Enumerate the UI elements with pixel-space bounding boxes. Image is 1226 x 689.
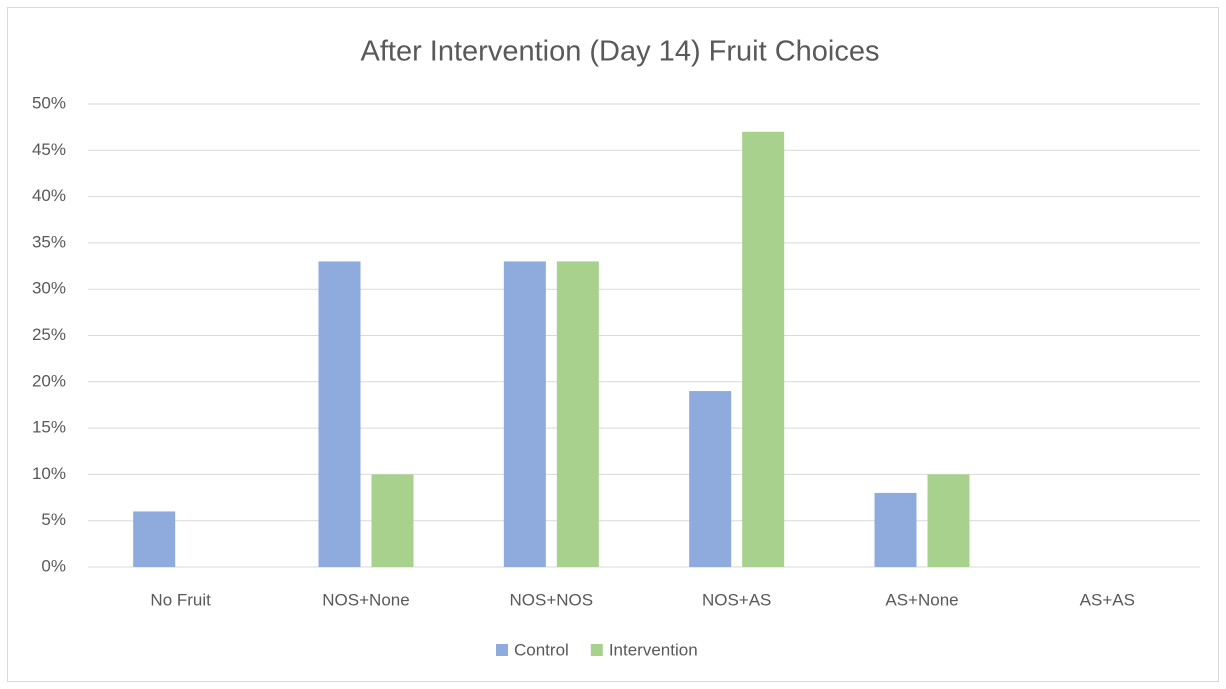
y-tick-label: 15%: [32, 418, 66, 437]
x-tick-label: NOS+NOS: [510, 590, 594, 609]
legend-swatch: [496, 644, 508, 656]
y-tick-label: 30%: [32, 279, 66, 298]
bar: [318, 261, 361, 567]
x-tick-label: AS+None: [885, 590, 958, 609]
y-tick-label: 45%: [32, 140, 66, 159]
y-tick-label: 50%: [32, 93, 66, 112]
y-tick-label: 25%: [32, 325, 66, 344]
bar: [503, 261, 546, 567]
y-tick-label: 0%: [41, 556, 66, 575]
bar: [742, 131, 785, 567]
x-tick-label: NOS+AS: [702, 590, 771, 609]
legend-label: Control: [514, 640, 569, 659]
x-tick-label: NOS+None: [322, 590, 409, 609]
chart-title: After Intervention (Day 14) Fruit Choice…: [361, 36, 880, 68]
x-tick-label: AS+AS: [1080, 590, 1135, 609]
y-tick-label: 5%: [41, 510, 66, 529]
bar: [874, 492, 917, 567]
legend-swatch: [590, 644, 603, 656]
y-tick-label: 40%: [32, 186, 66, 205]
legend-label: Intervention: [609, 640, 698, 659]
bar: [927, 474, 970, 567]
y-tick-label: 20%: [32, 371, 66, 390]
y-tick-label: 10%: [32, 464, 66, 483]
bar: [133, 511, 176, 567]
y-tick-label: 35%: [32, 232, 66, 251]
bar: [371, 474, 414, 567]
x-tick-label: No Fruit: [150, 590, 211, 609]
bar: [689, 391, 732, 567]
bar: [556, 261, 599, 567]
chart-border: [7, 7, 1219, 682]
